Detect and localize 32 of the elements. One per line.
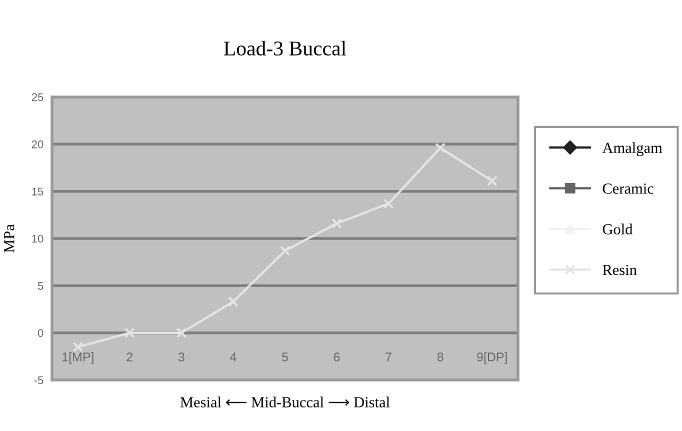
point xyxy=(228,296,238,307)
x-tick-label: 2 xyxy=(126,352,133,362)
point xyxy=(435,142,446,154)
y-tick-label: 15 xyxy=(32,188,44,196)
x-tick-label: 3 xyxy=(178,352,184,362)
point xyxy=(280,246,290,256)
y-tick-label: -5 xyxy=(34,376,44,384)
point xyxy=(124,328,135,338)
y-tick-label: 0 xyxy=(38,329,44,337)
x-tick-label: 8 xyxy=(437,352,444,362)
x-axis-title: Mesial ⟵ Mid-Buccal ⟶ Distal xyxy=(180,396,390,408)
point xyxy=(486,176,498,186)
y-tick-label: 10 xyxy=(32,234,44,243)
legend-label: Gold xyxy=(602,224,633,234)
y-tick-label: 25 xyxy=(32,93,44,102)
point xyxy=(383,198,394,209)
x-tick-label: 1[MP] xyxy=(62,352,94,364)
x-tick-label: 6 xyxy=(334,352,340,362)
y-tick-label: 20 xyxy=(32,140,44,148)
legend-label: Resin xyxy=(602,264,637,276)
x-tick-label: 7 xyxy=(386,352,392,362)
x-tick-label: 5 xyxy=(282,352,288,362)
legend-label: Amalgam xyxy=(602,142,662,156)
point xyxy=(332,218,342,229)
x-tick-label: 9[DP] xyxy=(477,352,507,364)
y-axis-title: MPa xyxy=(4,224,14,252)
legend-label: Ceramic xyxy=(602,183,654,194)
chart-title: Load-3 Buccal xyxy=(224,40,346,56)
y-tick-label: 5 xyxy=(38,282,44,290)
point xyxy=(176,328,187,338)
x-tick-label: 4 xyxy=(230,352,236,362)
point xyxy=(72,342,84,352)
